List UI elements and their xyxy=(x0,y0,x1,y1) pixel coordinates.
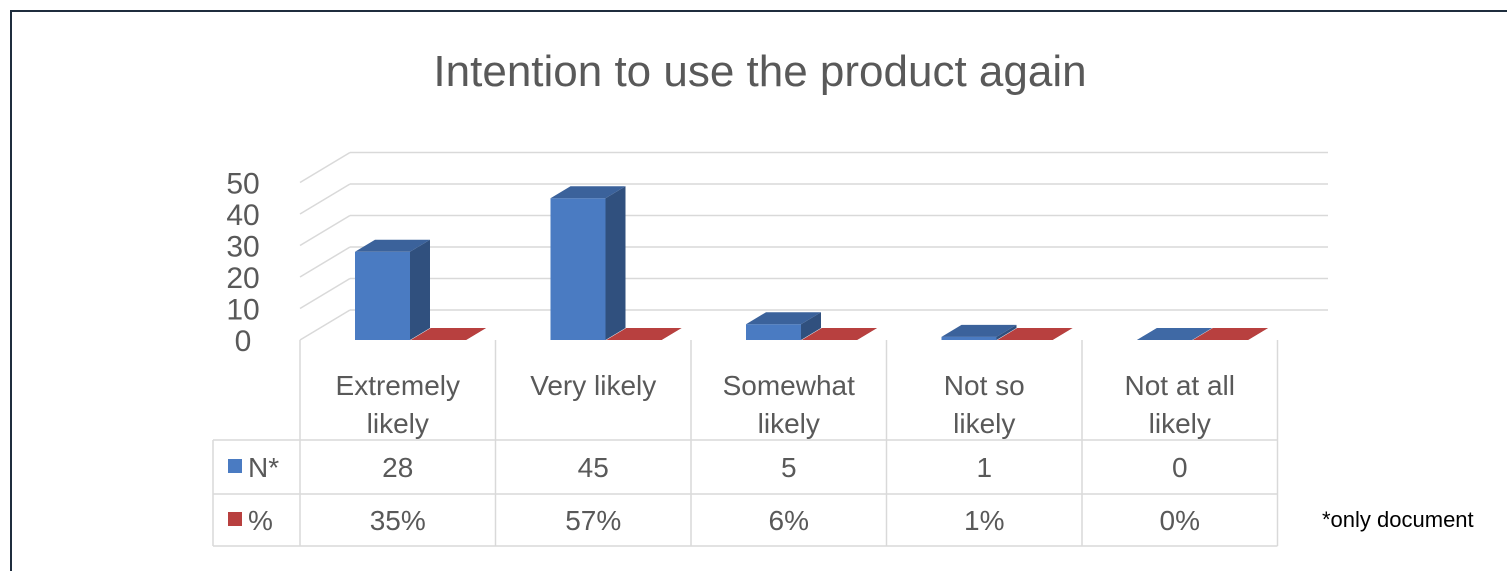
y-tick-label: 50 xyxy=(226,168,259,201)
bar-count xyxy=(941,324,1017,340)
bar-top xyxy=(550,186,626,199)
y-tick-label: 0 xyxy=(235,325,252,358)
bar-side xyxy=(996,324,1017,340)
bar-percent xyxy=(411,328,486,340)
category-label: Extremely xyxy=(336,370,460,401)
table-cell: 5 xyxy=(781,452,797,483)
bar-count xyxy=(355,239,430,340)
table-cell: 57% xyxy=(565,505,621,536)
bar-top xyxy=(746,312,821,325)
category-label: likely xyxy=(1149,408,1211,439)
table-cell: 1% xyxy=(964,505,1004,536)
bar-floor xyxy=(802,328,877,340)
bar-count xyxy=(1137,328,1212,340)
bar-floor xyxy=(606,328,682,340)
y-tick-label: 20 xyxy=(226,262,259,295)
gridlines xyxy=(299,151,1328,341)
bar-top xyxy=(355,239,430,252)
category-label: likely xyxy=(758,408,820,439)
bar-front xyxy=(550,198,606,340)
bar-percent xyxy=(802,328,877,340)
category-label: likely xyxy=(953,408,1015,439)
bar-side xyxy=(605,186,626,340)
bar-floor xyxy=(1137,328,1212,340)
bar-percent xyxy=(997,328,1073,340)
bar-side xyxy=(801,312,821,340)
chart-frame xyxy=(10,10,1507,571)
bar-count xyxy=(550,186,626,340)
category-label: Not at all xyxy=(1125,370,1236,401)
category-label: Somewhat xyxy=(723,370,856,401)
category-label: Very likely xyxy=(530,370,656,401)
table-cell: 28 xyxy=(382,452,413,483)
table-cell: 6% xyxy=(769,505,809,536)
bar-front xyxy=(355,251,410,340)
bar-front xyxy=(746,324,801,340)
bar-floor xyxy=(997,328,1073,340)
legend-label: N* xyxy=(248,452,279,483)
bar-floor xyxy=(1193,328,1268,340)
y-tick-label: 10 xyxy=(226,294,259,327)
bar-count xyxy=(746,312,821,340)
category-label: likely xyxy=(367,408,429,439)
gridline-diagonal xyxy=(299,277,351,310)
bar-percent xyxy=(606,328,682,340)
legend-swatch xyxy=(228,512,242,526)
bars xyxy=(355,186,1268,340)
bar-top xyxy=(941,324,1017,337)
table-cell: 35% xyxy=(370,505,426,536)
gridline-diagonal xyxy=(299,183,351,215)
gridline-diagonal xyxy=(299,246,351,278)
table-cell: 1 xyxy=(976,452,992,483)
table-cell: 0 xyxy=(1172,452,1188,483)
legend-swatch xyxy=(228,459,242,473)
bar-side xyxy=(410,239,430,340)
gridline-diagonal xyxy=(299,309,351,341)
gridline-diagonal xyxy=(299,214,351,247)
bar-front xyxy=(941,336,997,340)
chart-title: Intention to use the product again xyxy=(433,47,1086,96)
y-tick-label: 40 xyxy=(226,199,259,232)
y-tick-label: 30 xyxy=(226,231,259,264)
table-cell: 0% xyxy=(1160,505,1200,536)
legend-label: % xyxy=(248,505,273,536)
bar-floor xyxy=(411,328,486,340)
footnote: *only document xyxy=(1322,507,1474,532)
category-label: Not so xyxy=(944,370,1025,401)
table-cell: 45 xyxy=(578,452,609,483)
data-table: Extremely likely Very likely Somewhat likely… xyxy=(212,340,1279,547)
gridline-diagonal xyxy=(299,151,351,184)
bar-percent xyxy=(1193,328,1268,340)
